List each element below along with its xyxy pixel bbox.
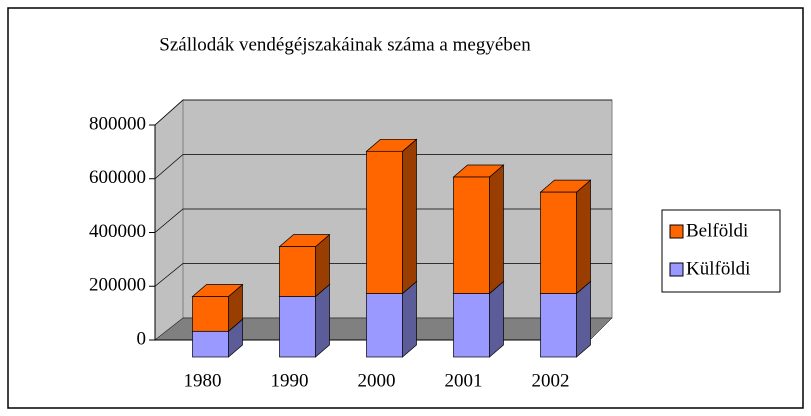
bar [365, 138, 418, 295]
bar-side [576, 280, 591, 358]
y-tick-label: 200000 [89, 275, 146, 296]
bar-side [402, 138, 417, 295]
bar [191, 283, 244, 333]
bar-front [366, 150, 403, 294]
legend-swatch [669, 262, 684, 277]
y-tick-label: 0 [137, 328, 147, 349]
chart-title: Szállodák vendégéjszakáinak száma a megy… [159, 34, 531, 55]
x-tick-label: 2002 [532, 370, 570, 391]
bar-side [489, 280, 504, 358]
bar-front [192, 330, 229, 358]
y-tick-label: 600000 [89, 167, 146, 188]
y-tick-label: 800000 [89, 113, 146, 134]
bar [452, 164, 505, 295]
x-tick-label: 2000 [358, 370, 396, 391]
x-tick-label: 1990 [271, 370, 309, 391]
side-wall [154, 98, 184, 342]
bar-front [279, 296, 316, 358]
bar-side [489, 164, 504, 295]
bar-side [402, 280, 417, 358]
bar-side [576, 179, 591, 295]
bar [278, 283, 331, 358]
x-tick-label: 2001 [445, 370, 483, 391]
bar-front [540, 293, 577, 358]
bar-front [453, 176, 490, 294]
grid-line [154, 154, 612, 180]
bar [278, 233, 331, 298]
bar-front [192, 296, 229, 332]
legend-label: Külföldi [686, 258, 750, 279]
bar-front [540, 191, 577, 294]
legend-swatch [669, 224, 684, 239]
bar-side [315, 283, 330, 358]
legend-label: Belföldi [686, 220, 748, 241]
bar-front [453, 293, 490, 358]
bar [539, 179, 592, 295]
legend-box [661, 209, 781, 293]
bar-front [366, 293, 403, 358]
bar-front [279, 246, 316, 297]
y-tick-label: 400000 [89, 221, 146, 242]
x-tick-label: 1980 [184, 370, 222, 391]
grid-line [154, 99, 612, 126]
